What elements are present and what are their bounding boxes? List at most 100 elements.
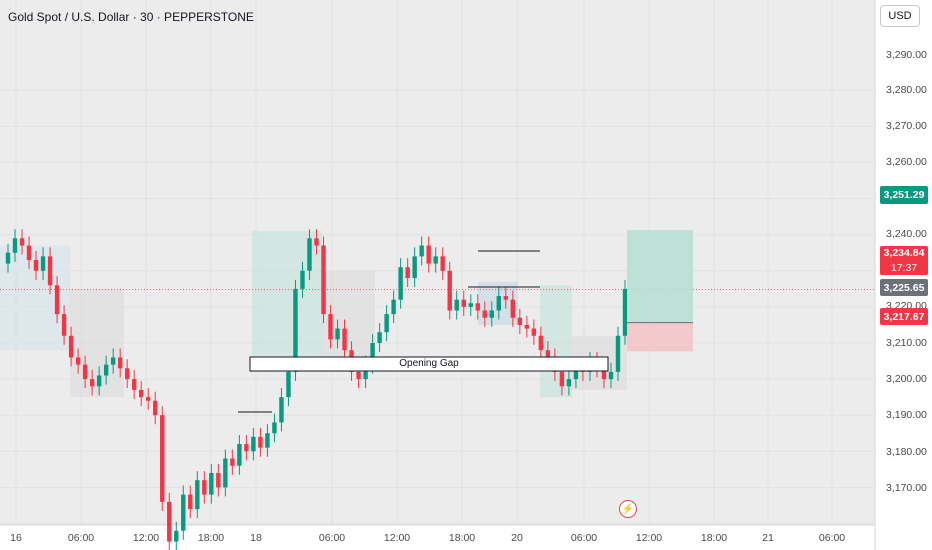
time-tick: 12:00	[635, 532, 663, 544]
candle-body	[61, 314, 67, 336]
currency-button[interactable]: USD	[880, 5, 920, 27]
candle-body	[335, 328, 340, 340]
candle-body	[19, 238, 25, 246]
candle-body	[356, 371, 361, 380]
time-tick: 06:00	[818, 532, 846, 544]
candle-body	[174, 530, 179, 542]
time-tick: 18	[250, 532, 262, 544]
time-tick: 18:00	[448, 532, 476, 544]
entry-price-tag: 3,225.65	[880, 279, 928, 296]
candle-body	[181, 494, 186, 531]
price-tick: 3,270.00	[886, 120, 927, 132]
candle-body	[265, 433, 270, 448]
candle-body	[12, 238, 18, 253]
candle-body	[377, 332, 382, 343]
time-tick: 06:00	[318, 532, 346, 544]
candle-body	[237, 444, 242, 466]
candle-body	[75, 357, 81, 365]
price-tick: 3,240.00	[886, 228, 927, 240]
candle-body	[223, 458, 228, 488]
candle-body	[286, 371, 291, 398]
position-profit-zone	[627, 230, 693, 323]
candle-body	[314, 238, 319, 246]
candle-body	[216, 472, 221, 488]
candle-body	[454, 299, 459, 311]
opening-gap-box	[249, 356, 609, 372]
candle-body	[167, 501, 172, 542]
candle-body	[279, 397, 284, 423]
candle-body	[293, 288, 298, 372]
candle-body	[440, 256, 445, 271]
candle-body	[517, 317, 523, 325]
candle-body	[615, 335, 621, 372]
candle-body	[307, 238, 312, 271]
candle-body	[89, 379, 95, 387]
candle-body	[405, 267, 410, 279]
candle-body	[538, 335, 544, 351]
candle-body	[82, 364, 88, 380]
candle-body	[132, 379, 137, 390]
time-tick: 06:00	[570, 532, 598, 544]
price-tick: 3,200.00	[886, 373, 927, 385]
candle-body	[258, 436, 263, 448]
candle-body	[524, 324, 530, 329]
candle-body	[272, 422, 277, 434]
candle-body	[370, 343, 375, 365]
candle-body	[96, 375, 102, 387]
candle-body	[68, 335, 74, 358]
candle-body	[33, 259, 39, 271]
price-axis-panel	[875, 0, 932, 550]
candle-body	[110, 357, 116, 365]
candle-body	[489, 310, 494, 318]
candle-body	[47, 256, 53, 286]
time-tick: 12:00	[132, 532, 160, 544]
stop-price-tag: 3,217.67	[880, 308, 928, 325]
price-tick: 3,180.00	[886, 446, 927, 458]
time-tick: 06:00	[67, 532, 95, 544]
time-tick: 12:00	[383, 532, 411, 544]
candle-body	[146, 397, 151, 401]
time-axis-panel	[0, 525, 875, 550]
time-tick: 21	[762, 532, 774, 544]
candle-body	[54, 285, 60, 315]
candle-body	[117, 357, 123, 369]
candle-body	[195, 480, 200, 510]
candle-body	[566, 379, 572, 387]
candle-body	[419, 245, 424, 257]
candle-body	[482, 310, 487, 318]
current-price-tag: 3,234.84	[880, 246, 928, 260]
candle-body	[202, 480, 207, 495]
price-tick: 3,210.00	[886, 337, 927, 349]
candle-body	[251, 436, 256, 452]
candle-body	[545, 350, 551, 358]
time-tick: 18:00	[197, 532, 225, 544]
candle-body	[209, 472, 214, 495]
opening-gap-label: Opening Gap	[399, 358, 459, 369]
candle-body	[391, 299, 396, 315]
time-tick: 16	[10, 532, 22, 544]
session-box	[540, 285, 572, 398]
candle-body	[426, 245, 431, 264]
candle-body	[321, 245, 326, 315]
candle-body	[363, 364, 368, 380]
target-price-tag: 3,251.29	[880, 186, 928, 204]
candle-body	[153, 400, 158, 416]
candle-body	[103, 364, 109, 376]
candle-body	[496, 296, 501, 311]
price-tick: 3,290.00	[886, 49, 927, 61]
time-tick: 20	[511, 532, 523, 544]
candle-body	[124, 368, 130, 380]
bar-countdown: 17:37	[880, 260, 928, 275]
candle-body	[601, 368, 607, 380]
candle-body	[468, 303, 473, 307]
candle-body	[559, 371, 565, 387]
flash-icon[interactable]: ⚡	[619, 500, 637, 518]
candle-body	[398, 267, 403, 300]
candle-body	[139, 389, 144, 398]
candle-body	[503, 296, 509, 300]
position-loss-zone	[627, 322, 693, 352]
candle-body	[461, 299, 466, 307]
price-tick: 3,280.00	[886, 84, 927, 96]
candle-body	[384, 314, 389, 333]
